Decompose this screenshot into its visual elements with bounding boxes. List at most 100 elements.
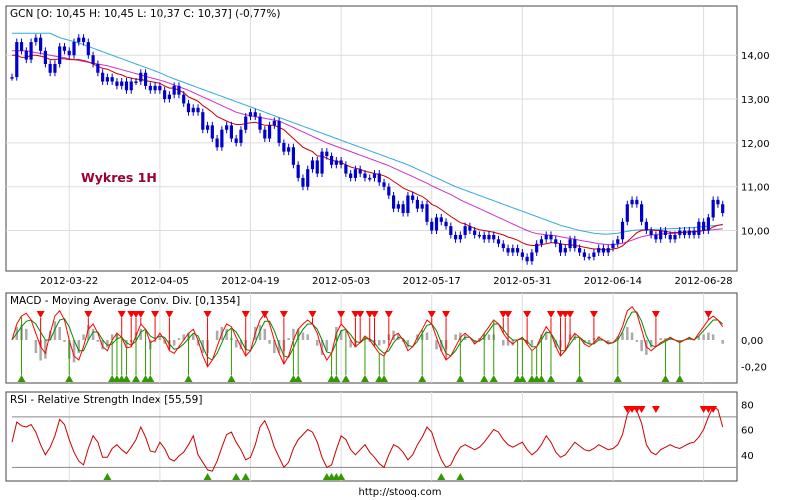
candle-body [411, 195, 415, 200]
candle-body [301, 177, 305, 187]
macd-buy-marker [546, 375, 555, 382]
candle-body [644, 221, 648, 231]
macd-buy-marker [489, 375, 498, 382]
macd-sell-marker [136, 311, 145, 318]
macd-buy-marker [537, 375, 546, 382]
candle-body [401, 204, 405, 214]
candle-body [535, 243, 539, 253]
candle-body [487, 234, 491, 240]
candle-body [515, 248, 520, 253]
candle-body [501, 243, 505, 249]
rsi-oversold-marker [241, 473, 250, 480]
macd-sell-marker [165, 311, 174, 318]
candle-body [129, 81, 133, 91]
rsi-layer [11, 406, 737, 480]
macd-buy-marker [661, 375, 670, 382]
candle-body [320, 151, 324, 174]
candle-body [453, 234, 458, 240]
candle-body [201, 112, 205, 130]
macd-sell-marker [337, 311, 346, 318]
macd-sell-marker [442, 311, 451, 318]
candle-body [272, 120, 276, 126]
rsi-oversold-marker [437, 473, 446, 480]
macd-buy-marker [227, 375, 236, 382]
candle-body [702, 221, 706, 231]
candle-body [477, 234, 482, 237]
candle-body [15, 42, 19, 78]
candle-body [687, 230, 691, 235]
candle-body [287, 147, 291, 152]
rsi-overbought-marker [637, 406, 646, 413]
macd-buy-marker [360, 375, 369, 382]
rsi-oversold-marker [337, 473, 346, 480]
rsi-y-tick-label: 40 [741, 451, 754, 462]
candle-body [67, 50, 71, 56]
price-panel-title: GCN [O: 10,45 H: 10,45 L: 10,37 C: 10,37… [10, 8, 280, 20]
candle-body [163, 90, 167, 100]
candle-body [492, 234, 496, 240]
candle-body [248, 112, 253, 117]
candle-body [48, 63, 52, 73]
candle-body [39, 37, 43, 51]
candle-body [43, 50, 47, 64]
candle-body [310, 160, 315, 170]
macd-sell-marker [704, 311, 713, 318]
candle-body [124, 81, 129, 91]
candle-body [267, 125, 272, 139]
candle-body [229, 125, 234, 139]
macd-sell-marker [279, 311, 288, 318]
candle-body [711, 199, 715, 218]
macd-sell-marker [203, 311, 212, 318]
candle-body [449, 226, 453, 235]
candle-body [234, 138, 238, 143]
candle-body [353, 169, 358, 178]
macd-layer [11, 305, 724, 382]
candle-body [611, 243, 615, 249]
candle-body [377, 173, 381, 183]
candle-body [334, 160, 338, 165]
candle-body [62, 46, 67, 51]
macd-buy-marker [332, 375, 341, 382]
x-tick-label: 2012-05-17 [403, 276, 461, 287]
candle-body [177, 85, 181, 95]
rsi-panel-frame [5, 391, 738, 482]
footer-url[interactable]: http://stooq.com [359, 487, 442, 498]
macd-buy-marker [675, 375, 684, 382]
x-tick-label: 2012-04-05 [131, 276, 189, 287]
macd-buy-marker [341, 375, 350, 382]
candle-body [430, 221, 434, 231]
candle-body [444, 221, 448, 227]
macd-sell-marker [546, 311, 555, 318]
candle-body [158, 85, 162, 91]
x-tick-label: 2012-05-31 [493, 276, 551, 287]
candle-body [329, 156, 334, 165]
candle-body [525, 256, 529, 262]
candle-body [143, 72, 148, 86]
macd-sell-marker [356, 311, 365, 318]
candle-body [196, 107, 200, 113]
candle-body [506, 248, 510, 253]
candle-body [306, 169, 310, 187]
candle-body [625, 204, 629, 222]
candle-body [425, 204, 429, 222]
candle-body [473, 230, 477, 235]
macd-sell-marker [427, 311, 436, 318]
macd-buy-marker [184, 375, 193, 382]
candle-body [554, 239, 558, 244]
candle-body [96, 63, 100, 73]
candle-body [105, 77, 109, 82]
candle-body [19, 42, 24, 51]
ma-mid-line [12, 50, 723, 246]
candle-body [620, 221, 625, 240]
rsi-oversold-marker [203, 473, 212, 480]
candle-body [115, 81, 119, 86]
candle-body [110, 77, 114, 82]
candle-body [434, 217, 439, 231]
candle-body [191, 107, 195, 113]
candle-body [205, 125, 210, 130]
candle-body [148, 85, 152, 91]
macd-line [11, 305, 724, 368]
candle-body [406, 195, 410, 214]
price-y-tick-label: 12,00 [741, 139, 770, 150]
candle-body [91, 55, 95, 64]
